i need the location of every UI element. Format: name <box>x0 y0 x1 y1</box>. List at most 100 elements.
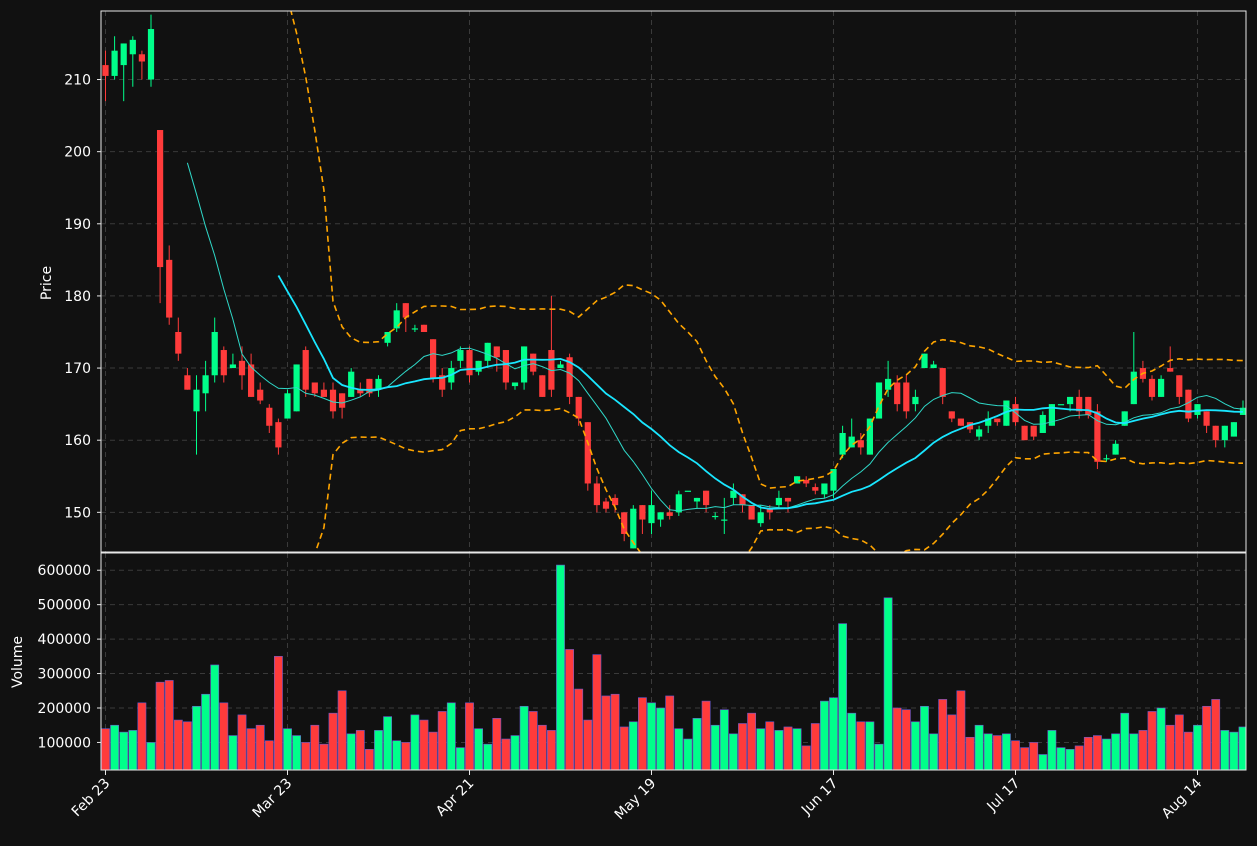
candle-body <box>1230 422 1237 437</box>
price-tick-label: 190 <box>64 217 91 233</box>
volume-bar <box>765 721 775 770</box>
candle-body <box>894 382 901 405</box>
candle-body <box>120 43 127 66</box>
volume-bar <box>201 693 210 770</box>
volume-bar <box>1174 714 1184 770</box>
volume-bar <box>901 709 911 770</box>
candle-body <box>757 512 764 524</box>
candle-body <box>484 342 491 361</box>
candle-body <box>238 360 246 376</box>
volume-bar <box>1120 712 1130 770</box>
candle-body <box>1103 458 1110 460</box>
candle-body <box>475 360 482 372</box>
volume-bar <box>101 728 110 770</box>
candle-body <box>566 357 573 397</box>
volume-bar <box>1238 726 1246 770</box>
volume-bar <box>128 730 138 770</box>
candle-body <box>1185 389 1192 419</box>
candle-body <box>339 393 346 408</box>
volume-bar <box>1056 747 1066 770</box>
volume-bar <box>501 738 511 770</box>
candle-body <box>111 50 118 76</box>
volume-bar <box>1083 736 1093 770</box>
volume-bar <box>537 724 547 770</box>
volume-bar <box>674 728 684 770</box>
candle-body <box>439 375 446 390</box>
volume-bar <box>1011 740 1020 770</box>
candle-body <box>202 375 209 394</box>
candle-body <box>648 505 655 524</box>
volume-bar <box>1020 747 1029 770</box>
volume-bar <box>819 700 829 770</box>
volume-bar <box>983 733 993 770</box>
candle-body <box>803 479 810 484</box>
volume-bar <box>792 728 802 770</box>
volume-bar <box>992 735 1002 770</box>
candle-body <box>657 512 664 520</box>
candle-body <box>1158 378 1165 397</box>
volume-bar <box>656 707 665 770</box>
volume-bar <box>437 711 447 770</box>
candle-body <box>866 418 873 455</box>
candle-body <box>166 259 173 318</box>
candle-body <box>420 324 428 332</box>
volume-bar <box>1102 738 1111 770</box>
candle-body <box>1121 411 1128 426</box>
candle-body <box>1085 396 1092 415</box>
candle-body <box>375 378 382 390</box>
volume-bar <box>401 742 411 770</box>
volume-bar <box>965 736 975 770</box>
candle-body <box>229 364 236 369</box>
volume-bar <box>947 714 957 770</box>
volume-bar <box>556 564 565 770</box>
candle-body <box>621 512 628 534</box>
volume-bar <box>510 735 520 770</box>
candle-body <box>1176 375 1183 397</box>
volume-tick-label: 500000 <box>38 598 91 614</box>
volume-bar <box>647 702 656 770</box>
volume-tick-label: 400000 <box>38 632 91 648</box>
volume-bar <box>728 733 738 770</box>
candle-body <box>466 350 473 376</box>
volume-bar <box>228 735 238 770</box>
candle-body <box>985 418 992 426</box>
volume-panel <box>101 564 1246 770</box>
candle-body <box>830 469 837 491</box>
volume-bar <box>1220 730 1230 770</box>
volume-bar <box>665 695 675 770</box>
candle-body <box>575 396 582 419</box>
candle-body <box>275 422 282 448</box>
volume-bar <box>1129 733 1139 770</box>
candle-body <box>138 54 145 62</box>
volume-bar <box>565 649 574 770</box>
candle-body <box>812 487 819 491</box>
volume-bar <box>1229 731 1239 770</box>
volume-bar <box>346 733 356 770</box>
volume-bar <box>929 733 938 770</box>
volume-bar <box>747 712 756 770</box>
lower-band-line <box>314 407 1244 552</box>
volume-bar <box>173 719 183 770</box>
candle-body <box>748 505 755 520</box>
candle-body <box>994 418 1001 423</box>
candle-body <box>175 331 182 354</box>
candle-body <box>102 65 109 76</box>
candle-body <box>1021 425 1028 441</box>
candle-body <box>666 512 673 516</box>
volume-bar <box>874 743 884 770</box>
candle-body <box>903 382 910 412</box>
candle-body <box>875 382 883 419</box>
volume-bar <box>920 705 929 770</box>
price-tick-label: 210 <box>64 73 91 89</box>
volume-bar <box>683 738 693 770</box>
volume-bar <box>292 735 301 770</box>
volume-bar <box>237 714 247 770</box>
volume-bar <box>1147 711 1157 770</box>
price-tick-label: 150 <box>64 505 91 521</box>
volume-bar <box>592 654 602 770</box>
candle-body <box>220 350 227 376</box>
volume-bar <box>255 724 265 770</box>
volume-bar <box>810 723 820 770</box>
ma-short-line <box>186 162 1244 512</box>
candle-body <box>366 378 373 394</box>
